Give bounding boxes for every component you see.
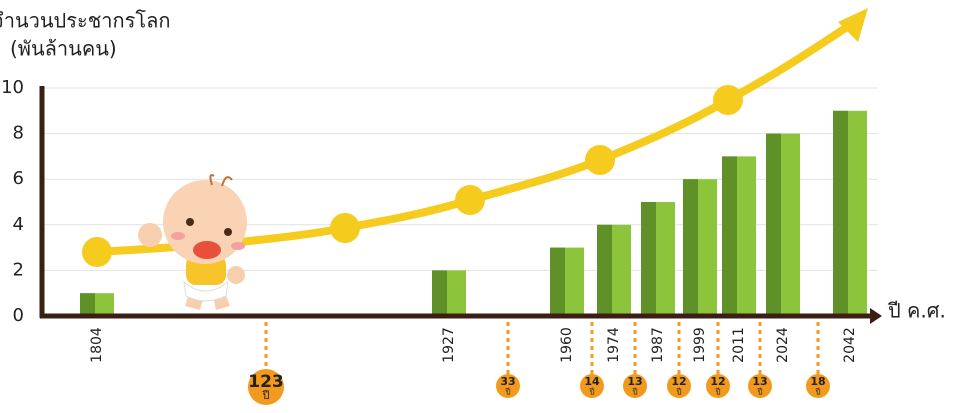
bar-group — [641, 202, 675, 316]
interval-unit: ปี — [632, 388, 638, 397]
y-tick-label: 10 — [1, 77, 24, 98]
y-tick-label: 6 — [13, 168, 24, 189]
trend-dot — [330, 213, 360, 243]
trend-dot — [455, 185, 485, 215]
bar-group — [766, 134, 800, 316]
interval-value: 13 — [752, 375, 767, 388]
bar-shade — [722, 156, 737, 316]
trend-dot — [713, 85, 743, 115]
bar-group — [550, 248, 584, 316]
chart-subtitle: (พันล้านคน) — [10, 37, 117, 61]
bar-group — [722, 156, 756, 316]
x-tick-label: 1927 — [441, 327, 457, 363]
y-tick-label: 0 — [13, 305, 24, 326]
baby-illustration — [138, 175, 247, 310]
interval-value: 12 — [671, 375, 686, 388]
bar-shade — [683, 179, 698, 316]
interval-unit: ปี — [505, 388, 511, 397]
x-tick-label: 2042 — [842, 327, 858, 363]
x-tick-label: 1999 — [692, 327, 708, 363]
y-tick-label: 2 — [13, 259, 24, 280]
chart: จำนวนประชากรโลก (พันล้านคน) ปี ค.ศ. 0 2 4 6… — [0, 0, 960, 413]
y-tick-label: 8 — [13, 123, 24, 144]
x-tick-label: 1960 — [559, 327, 575, 363]
bar-group — [80, 293, 114, 316]
chart-title: จำนวนประชากรโลก — [0, 9, 170, 33]
interval-value: 12 — [710, 375, 725, 388]
interval-value: 33 — [500, 375, 515, 388]
bar-shade — [641, 202, 656, 316]
x-tick-label: 1804 — [89, 327, 105, 363]
interval-unit: ปี — [589, 388, 595, 397]
trend-arrow — [838, 8, 868, 42]
x-tick-label: 1987 — [650, 327, 666, 363]
bar-group — [432, 270, 466, 316]
bar-shade — [432, 270, 447, 316]
y-tick-label: 4 — [13, 214, 24, 235]
bar-shade — [80, 293, 95, 316]
bar-group — [683, 179, 717, 316]
x-tick-label: 1974 — [606, 327, 622, 363]
x-axis-label: ปี ค.ศ. — [888, 299, 946, 323]
bar-shade — [833, 111, 848, 316]
interval-unit: ปี — [676, 388, 682, 397]
bar-shade — [597, 225, 612, 316]
bar-shade — [766, 134, 781, 316]
interval-unit: ปี — [715, 388, 721, 397]
bar-group — [597, 225, 631, 316]
x-tick-label: 2024 — [775, 327, 791, 363]
interval-unit: ปี — [261, 389, 269, 402]
x-axis-arrow — [870, 308, 882, 324]
interval-unit: ปี — [757, 388, 763, 397]
bar-group — [833, 111, 867, 316]
bar-shade — [550, 248, 565, 316]
interval-value: 18 — [810, 375, 825, 388]
trend-dot — [585, 145, 615, 175]
interval-unit: ปี — [815, 388, 821, 397]
x-tick-label: 2011 — [731, 327, 747, 363]
interval-value: 14 — [584, 375, 600, 388]
trend-dot — [82, 237, 112, 267]
interval-value: 13 — [627, 375, 642, 388]
